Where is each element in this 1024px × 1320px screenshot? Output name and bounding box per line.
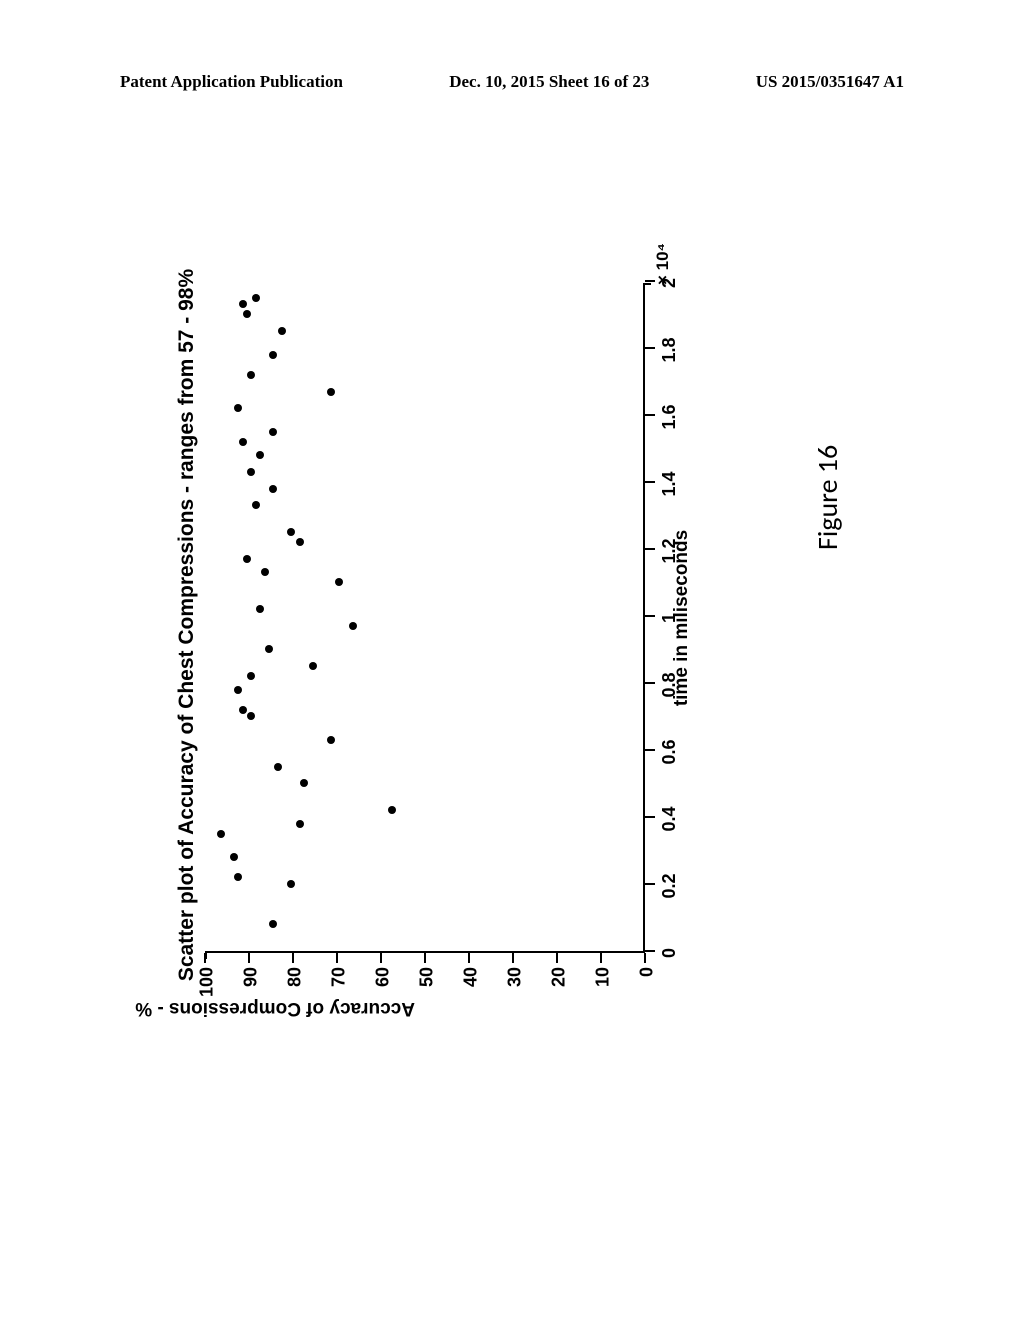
data-point	[239, 300, 247, 308]
header-center: Dec. 10, 2015 Sheet 16 of 23	[449, 72, 649, 92]
header-right: US 2015/0351647 A1	[756, 72, 904, 92]
y-tick-label: 80	[285, 967, 306, 987]
y-tick-label: 90	[241, 967, 262, 987]
scatter-chart: Scatter plot of Accuracy of Chest Compre…	[175, 225, 745, 1025]
x-tick	[645, 749, 655, 751]
y-tick-label: 40	[461, 967, 482, 987]
data-point	[269, 920, 277, 928]
x-tick-label: 0.6	[659, 739, 680, 764]
x-tick	[645, 883, 655, 885]
data-point	[300, 780, 308, 788]
data-point	[278, 327, 286, 335]
data-point	[287, 880, 295, 888]
y-tick	[512, 953, 514, 963]
y-tick	[292, 953, 294, 963]
data-point	[247, 713, 255, 721]
data-point	[234, 404, 242, 412]
y-tick-label: 70	[329, 967, 350, 987]
x-tick-label: 1.6	[659, 404, 680, 429]
x-tick-label: 1.2	[659, 538, 680, 563]
y-tick-label: 0	[637, 967, 658, 977]
y-tick	[600, 953, 602, 963]
y-tick-label: 20	[549, 967, 570, 987]
data-point	[252, 294, 260, 302]
y-tick-label: 30	[505, 967, 526, 987]
y-tick	[336, 953, 338, 963]
y-tick	[248, 953, 250, 963]
y-tick	[424, 953, 426, 963]
data-point	[269, 428, 277, 436]
data-point	[269, 351, 277, 359]
x-tick-label: 1	[659, 613, 680, 623]
data-point	[234, 686, 242, 694]
y-tick	[556, 953, 558, 963]
x-tick	[645, 347, 655, 349]
x-tick	[645, 682, 655, 684]
y-tick	[204, 953, 206, 963]
x-tick	[645, 414, 655, 416]
data-point	[274, 763, 282, 771]
data-point	[261, 568, 269, 576]
data-point	[217, 830, 225, 838]
y-tick	[644, 953, 646, 963]
data-point	[256, 451, 264, 459]
data-point	[243, 311, 251, 319]
y-tick	[468, 953, 470, 963]
y-tick-label: 10	[593, 967, 614, 987]
data-point	[252, 501, 260, 509]
data-point	[247, 371, 255, 379]
data-point	[296, 820, 304, 828]
x-tick-label: 0	[659, 948, 680, 958]
x-tick	[645, 950, 655, 952]
data-point	[349, 622, 357, 630]
x-tick	[645, 481, 655, 483]
data-point	[327, 736, 335, 744]
y-axis-label: Accuracy of Compressions - %	[135, 997, 415, 1019]
x-tick-label: 1.8	[659, 337, 680, 362]
x-tick-label: 0.8	[659, 672, 680, 697]
y-tick	[380, 953, 382, 963]
data-point	[243, 555, 251, 563]
header-left: Patent Application Publication	[120, 72, 343, 92]
data-point	[287, 528, 295, 536]
data-point	[327, 388, 335, 396]
data-point	[239, 706, 247, 714]
data-point	[388, 806, 396, 814]
x-tick	[645, 615, 655, 617]
data-point	[247, 468, 255, 476]
x-tick-label: 1.4	[659, 471, 680, 496]
data-point	[296, 538, 304, 546]
x-tick-label: 0.2	[659, 873, 680, 898]
y-tick-label: 50	[417, 967, 438, 987]
figure-caption: Figure 16	[810, 445, 845, 550]
data-point	[265, 646, 273, 654]
data-point	[239, 438, 247, 446]
y-tick-label: 60	[373, 967, 394, 987]
plot-area	[205, 283, 645, 953]
data-point	[230, 853, 238, 861]
data-point	[335, 579, 343, 587]
y-tick-label: 100	[197, 967, 218, 997]
data-point	[234, 873, 242, 881]
x-tick-label: 2	[659, 278, 680, 288]
x-tick	[645, 548, 655, 550]
data-point	[256, 605, 264, 613]
data-point	[247, 672, 255, 680]
page-header: Patent Application Publication Dec. 10, …	[0, 72, 1024, 92]
x-tick	[645, 816, 655, 818]
axis-end-tick	[643, 283, 651, 285]
figure-container: Scatter plot of Accuracy of Chest Compre…	[175, 225, 745, 1025]
data-point	[309, 662, 317, 670]
data-point	[269, 485, 277, 493]
x-tick-label: 0.4	[659, 806, 680, 831]
chart-title: Scatter plot of Accuracy of Chest Compre…	[175, 225, 199, 1025]
